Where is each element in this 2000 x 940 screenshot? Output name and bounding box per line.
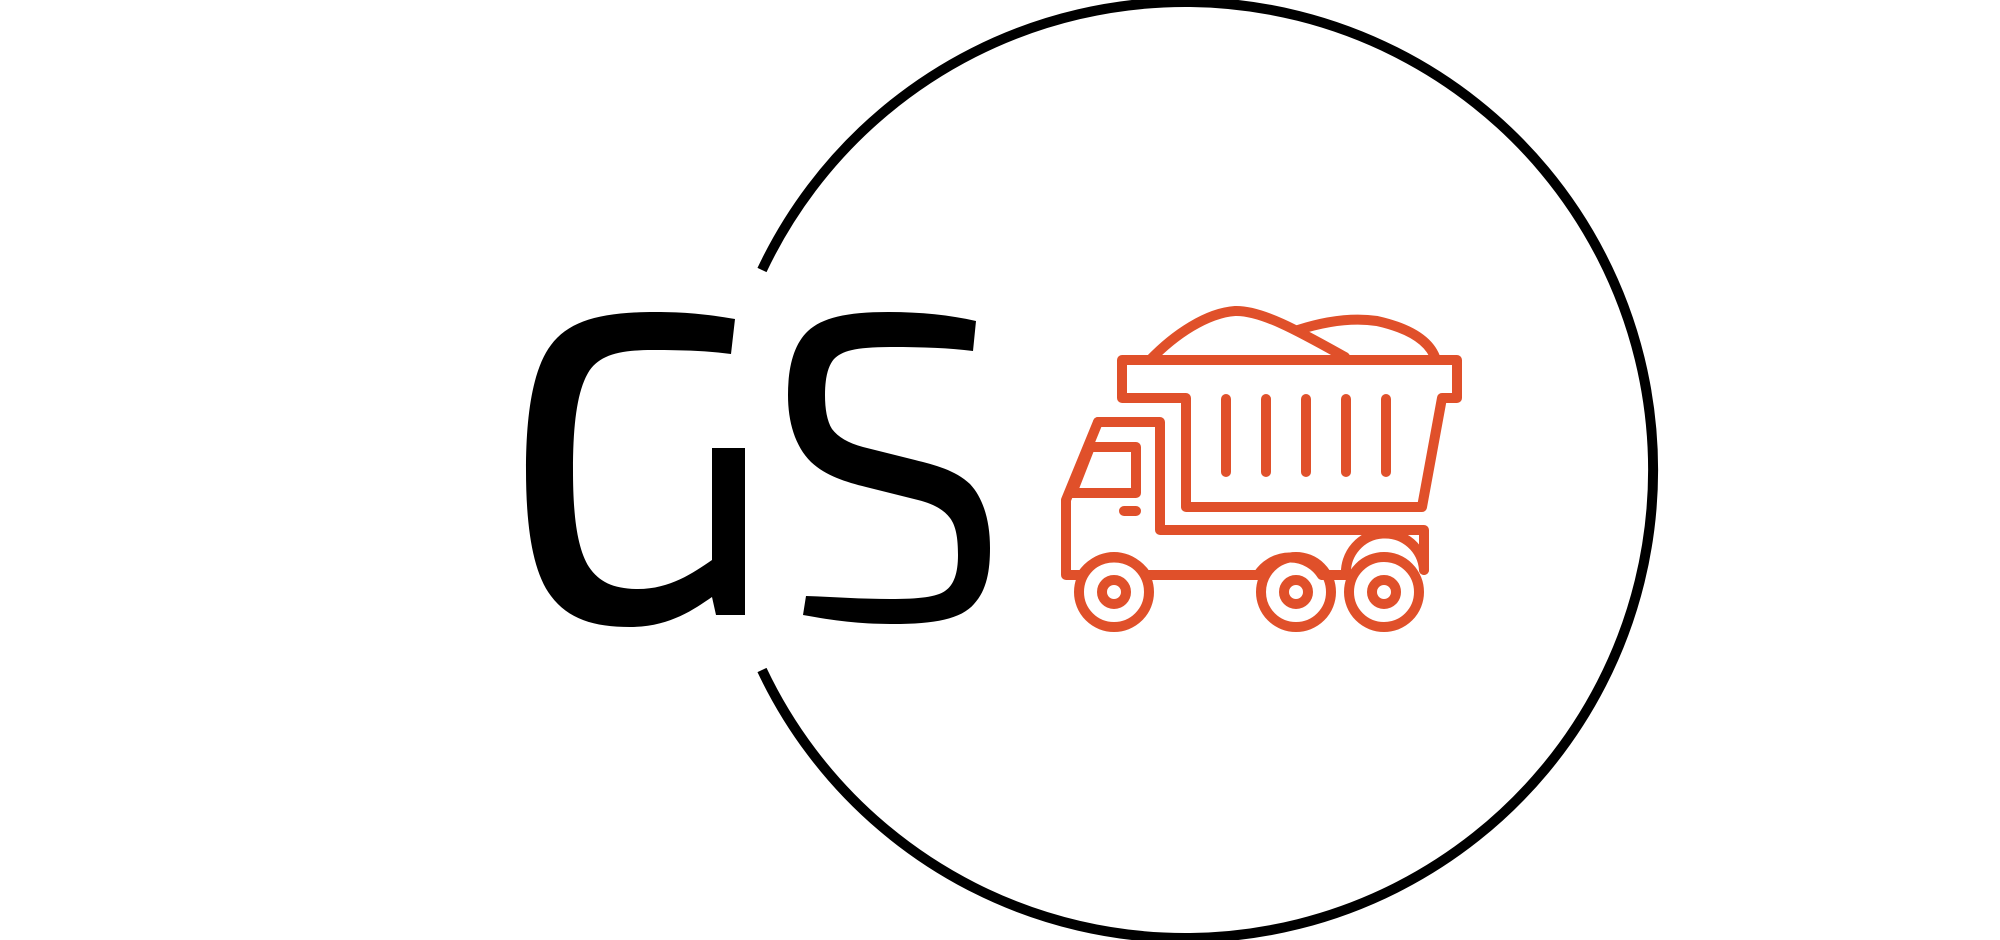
truck-load <box>1145 306 1350 365</box>
dump-truck-icon <box>1061 306 1462 632</box>
truck-load-right <box>1293 314 1441 365</box>
ring-arc-upper <box>757 0 1659 940</box>
middle-wheel <box>1256 552 1336 632</box>
monogram-letter-g <box>526 312 745 627</box>
monogram-gs <box>526 312 990 627</box>
front-wheel <box>1074 552 1154 632</box>
truck-cab <box>1093 417 1429 575</box>
rear-wheel <box>1344 552 1424 632</box>
logo-ring <box>757 0 1659 940</box>
truck-cab-window <box>1067 442 1141 498</box>
monogram-letter-s <box>788 312 990 624</box>
rear-wheel-arch <box>1340 528 1429 580</box>
truck-bed-rim <box>1117 355 1462 512</box>
